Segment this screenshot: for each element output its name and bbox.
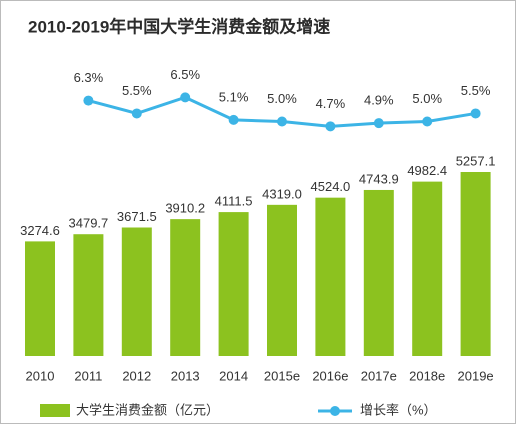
bar-value-label: 5257.1	[456, 153, 496, 168]
growth-point	[422, 116, 433, 127]
x-tick-label: 2016e	[312, 368, 348, 383]
bar-value-label: 3479.7	[69, 216, 109, 231]
bar-value-label: 4111.5	[215, 194, 253, 209]
bar	[170, 219, 201, 356]
line-value-label: 5.0%	[412, 91, 442, 106]
growth-point	[325, 121, 336, 132]
bar	[218, 212, 249, 356]
line-value-label: 5.5%	[461, 83, 491, 98]
line-value-label: 6.5%	[170, 67, 200, 82]
legend-label: 增长率（%）	[360, 402, 437, 417]
bar-value-label: 3274.6	[20, 223, 60, 238]
bar	[412, 181, 443, 356]
bar-value-label: 3671.5	[117, 209, 157, 224]
growth-point	[277, 116, 287, 127]
x-tick-label: 2014	[219, 368, 248, 383]
bar-value-label: 4982.4	[407, 163, 447, 178]
bar	[25, 241, 55, 356]
line-value-label: 5.0%	[267, 91, 297, 106]
bar	[315, 197, 346, 356]
bar	[121, 227, 152, 356]
x-tick-label: 2013	[171, 368, 200, 383]
line-value-label: 5.1%	[219, 89, 249, 104]
bar-value-label: 4743.9	[359, 171, 399, 186]
line-value-label: 5.5%	[122, 83, 152, 98]
x-tick-label: 2019e	[458, 368, 494, 383]
x-tick-label: 2015e	[264, 368, 300, 383]
bar-value-label: 4319.0	[262, 186, 302, 201]
line-value-label: 6.3%	[74, 70, 104, 85]
x-tick-label: 2017e	[361, 368, 397, 383]
bar	[267, 204, 297, 356]
x-tick-label: 2012	[122, 368, 151, 383]
bar	[363, 189, 394, 356]
legend-swatch	[330, 406, 340, 416]
line-value-label: 4.7%	[316, 96, 346, 111]
bar	[73, 234, 104, 356]
legend-swatch	[40, 404, 70, 417]
growth-point	[470, 108, 481, 119]
x-tick-label: 2011	[74, 368, 102, 383]
growth-point	[131, 108, 142, 119]
chart-title: 2010-2019年中国大学生消费金额及增速	[28, 16, 330, 36]
growth-point	[83, 95, 94, 106]
x-tick-label: 2018e	[409, 368, 445, 383]
growth-point	[373, 118, 384, 129]
growth-point	[180, 92, 191, 103]
growth-point	[228, 114, 239, 125]
x-tick-label: 2010	[26, 368, 55, 383]
bar	[460, 172, 491, 356]
bar-value-label: 4524.0	[311, 179, 351, 194]
bar-value-label: 3910.2	[165, 201, 205, 216]
legend-label: 大学生消费金额（亿元）	[76, 402, 219, 417]
line-value-label: 4.9%	[364, 93, 394, 108]
